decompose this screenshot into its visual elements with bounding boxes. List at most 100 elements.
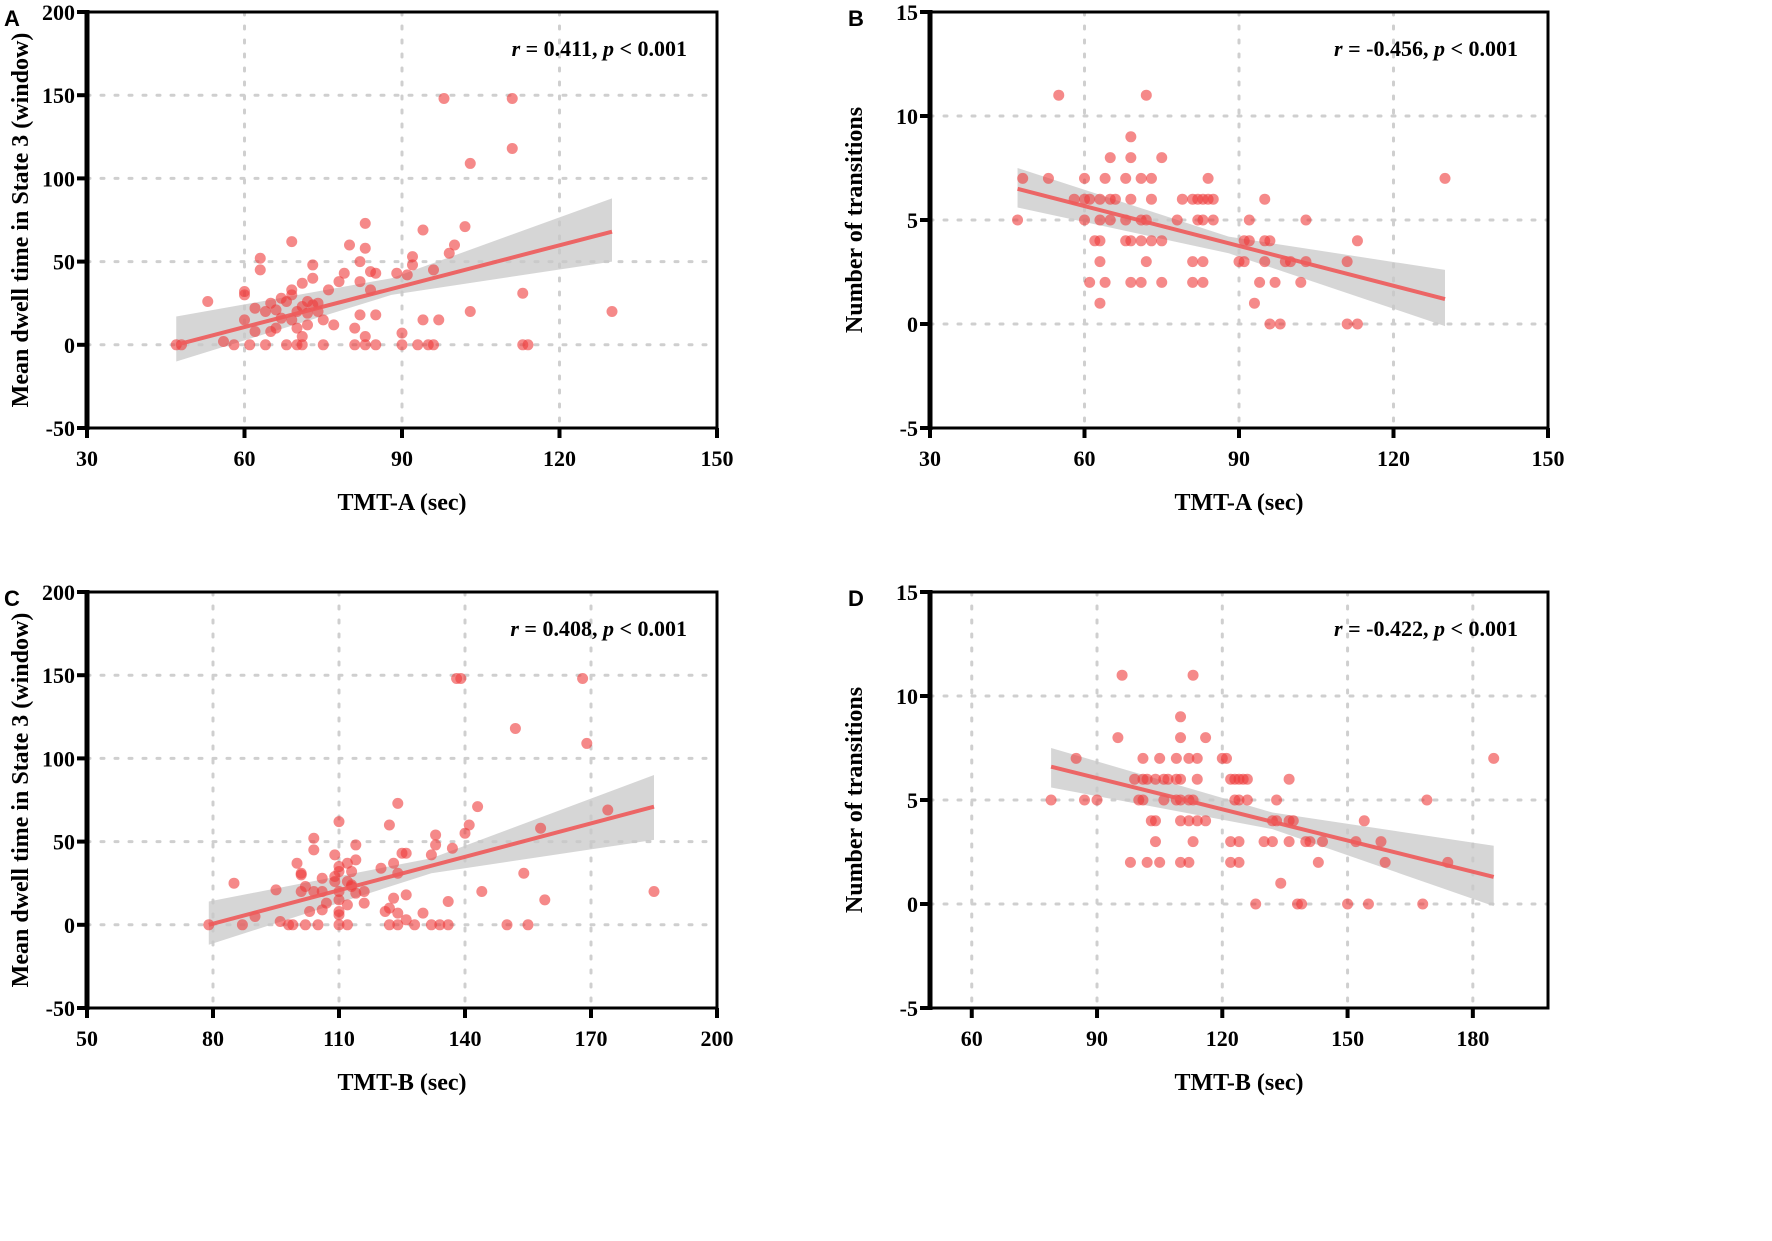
data-point	[1259, 256, 1271, 268]
data-point	[260, 339, 271, 351]
data-point	[295, 869, 307, 881]
data-point	[1241, 794, 1253, 806]
r-symbol: r	[510, 616, 519, 641]
data-point	[1141, 856, 1153, 868]
p-symbol: p	[1432, 36, 1445, 61]
data-point	[358, 886, 370, 898]
y-tick-label: 15	[896, 580, 918, 605]
data-point	[1283, 836, 1295, 848]
data-point	[417, 224, 429, 236]
data-point	[341, 899, 353, 911]
data-point	[307, 259, 319, 271]
data-point	[577, 673, 589, 685]
data-point	[1187, 669, 1199, 681]
data-point	[430, 829, 442, 841]
data-point	[1176, 193, 1188, 205]
data-point	[1084, 276, 1096, 288]
data-point	[349, 322, 361, 334]
data-point	[1233, 794, 1245, 806]
data-point	[1197, 276, 1209, 288]
data-point	[1379, 856, 1391, 868]
x-tick-label: 120	[1206, 1026, 1239, 1051]
y-tick-label: 200	[42, 0, 75, 25]
data-point	[1254, 276, 1266, 288]
x-tick-label: 60	[961, 1026, 983, 1051]
data-point	[236, 919, 248, 931]
y-tick-label: 5	[907, 788, 918, 813]
data-point	[1125, 152, 1137, 164]
data-point	[350, 854, 362, 866]
data-point	[383, 819, 395, 831]
data-point	[1187, 256, 1199, 268]
regression-line	[1050, 764, 1495, 879]
p-value: < 0.001	[614, 616, 687, 641]
y-tick-label: 50	[53, 830, 75, 855]
data-point	[354, 276, 366, 288]
data-point	[1149, 815, 1161, 827]
data-point	[1197, 256, 1209, 268]
x-axis-title: TMT-A (sec)	[1174, 490, 1303, 516]
data-point	[1094, 256, 1106, 268]
panel-label: D	[848, 586, 864, 611]
data-point	[1175, 856, 1187, 868]
data-point	[1042, 172, 1054, 184]
data-point	[333, 894, 345, 906]
data-point	[417, 907, 429, 919]
data-point	[359, 242, 371, 254]
data-point	[218, 335, 229, 347]
data-point	[449, 239, 460, 251]
data-point	[438, 93, 450, 105]
p-value: < 0.001	[1445, 616, 1518, 641]
data-point	[392, 907, 404, 919]
data-point	[518, 867, 530, 879]
data-point	[392, 797, 404, 809]
data-point	[358, 897, 370, 909]
data-point	[459, 827, 471, 839]
data-point	[1269, 276, 1281, 288]
x-axis-title: TMT-B (sec)	[337, 1070, 466, 1096]
y-tick-label: 150	[42, 663, 75, 688]
data-point	[274, 915, 286, 927]
y-axis-title: Mean dwell time in State 3 (window)	[8, 33, 34, 408]
data-point	[506, 93, 518, 105]
data-point	[1275, 877, 1287, 889]
p-symbol: p	[1432, 616, 1445, 641]
data-point	[296, 330, 308, 342]
data-point	[1116, 669, 1128, 681]
data-point	[299, 919, 311, 931]
x-tick-label: 150	[1532, 446, 1565, 471]
y-tick-label: 5	[907, 208, 918, 233]
data-point	[299, 881, 311, 893]
data-point	[412, 339, 424, 351]
p-value: < 0.001	[614, 36, 687, 61]
data-point	[1094, 235, 1106, 247]
data-point	[1175, 815, 1187, 827]
data-point	[476, 886, 488, 898]
x-tick-label: 150	[1331, 1026, 1364, 1051]
confidence-band	[1017, 168, 1445, 327]
data-point	[1099, 276, 1111, 288]
panel-label: A	[4, 6, 20, 31]
data-point	[307, 272, 319, 284]
data-point	[286, 284, 298, 296]
p-symbol: p	[601, 36, 614, 61]
data-point	[1070, 752, 1082, 764]
data-point	[1238, 256, 1250, 268]
x-tick-label: 80	[202, 1026, 224, 1051]
data-point	[333, 919, 345, 931]
r-value: = 0.408,	[519, 616, 603, 641]
data-point	[370, 267, 382, 279]
data-point	[383, 919, 395, 931]
data-point	[354, 309, 366, 321]
data-point	[1187, 276, 1199, 288]
data-point	[522, 919, 534, 931]
data-point	[1295, 276, 1307, 288]
data-point	[260, 306, 271, 318]
data-point	[1200, 732, 1212, 744]
y-tick-label: 0	[907, 312, 918, 337]
data-point	[1225, 836, 1237, 848]
regression-line	[208, 804, 655, 927]
data-point	[354, 256, 366, 268]
data-point	[1137, 794, 1149, 806]
data-point	[407, 251, 418, 263]
